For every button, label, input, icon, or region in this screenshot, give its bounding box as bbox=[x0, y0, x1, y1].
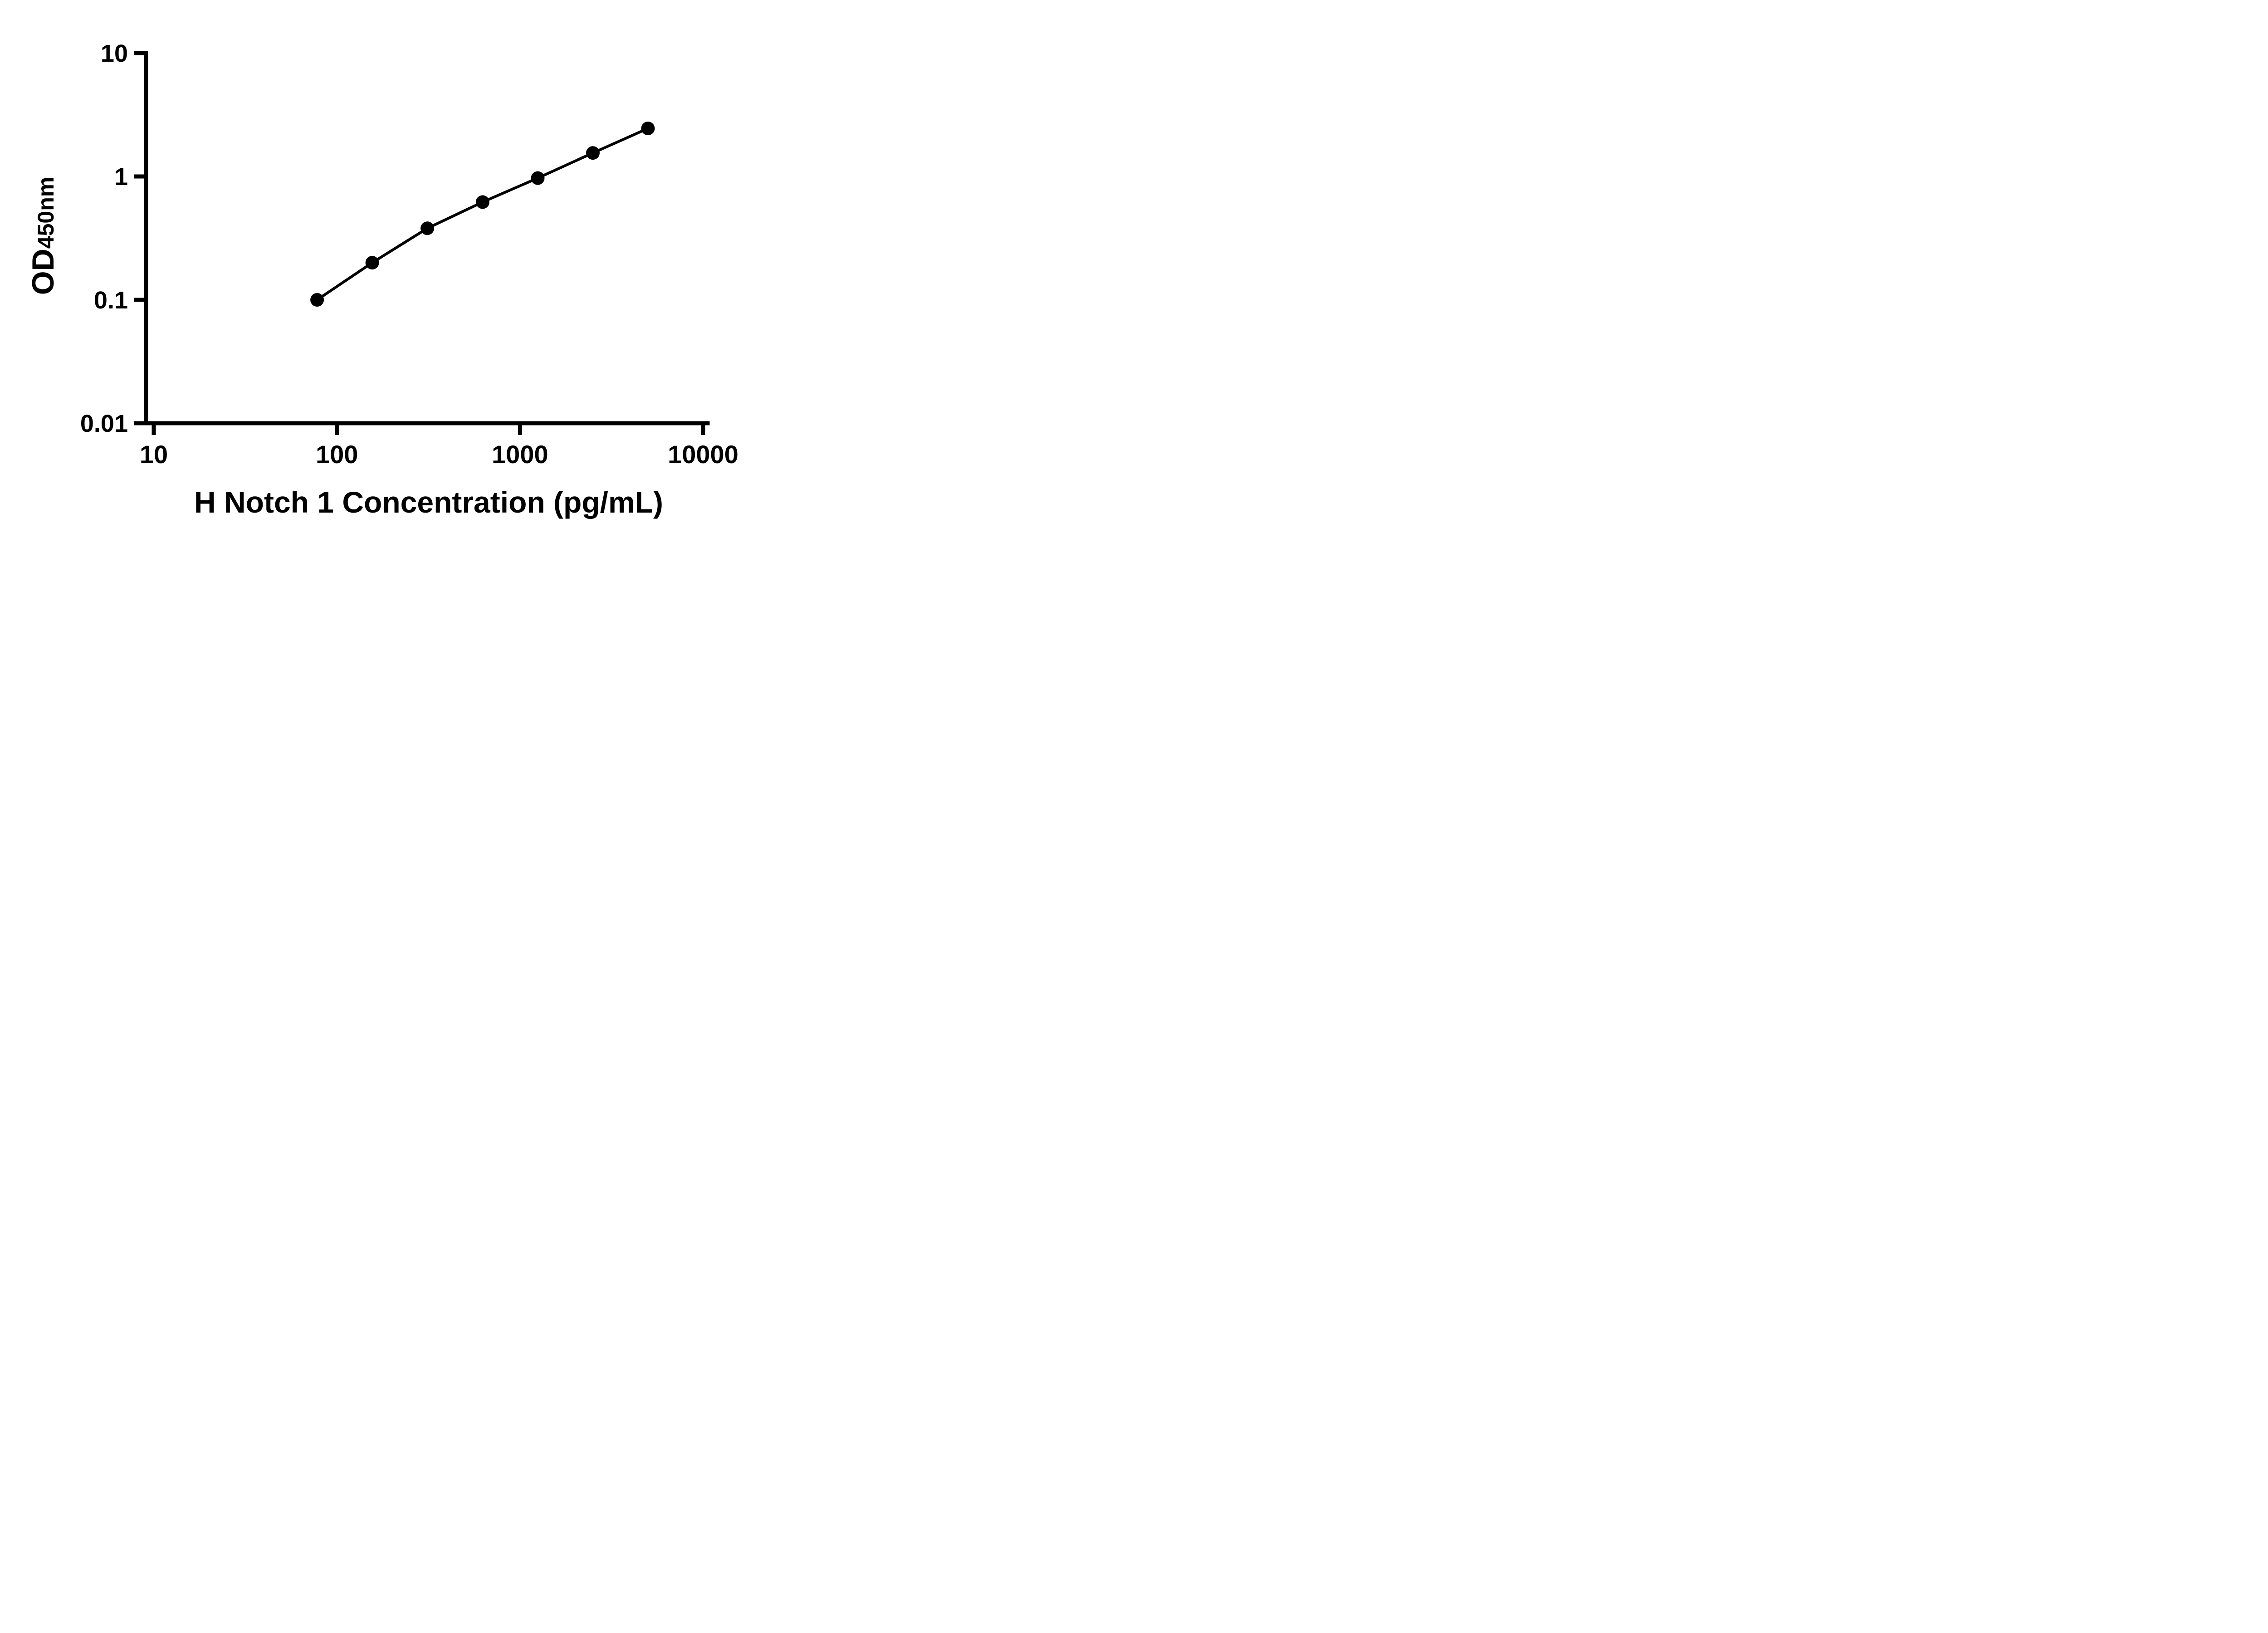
elisa-standard-curve-figure: 0.01 0.1 1 10 10 100 1000 10000 H Notch 1 Conce… bbox=[0, 0, 776, 544]
y-tick-label: 0.01 bbox=[80, 410, 128, 437]
plot-area: 0.01 0.1 1 10 10 100 1000 10000 bbox=[80, 40, 738, 469]
y-tick-label: 10 bbox=[101, 40, 128, 67]
x-tick-label: 1000 bbox=[492, 440, 548, 469]
standard-curve-plot: 0.01 0.1 1 10 10 100 1000 10000 H Notch 1 Conce… bbox=[26, 40, 738, 519]
x-tick-label: 10 bbox=[140, 440, 168, 469]
data-point bbox=[475, 195, 489, 209]
x-axis-title: H Notch 1 Concentration (pg/mL) bbox=[194, 485, 663, 519]
y-tick-label: 1 bbox=[114, 163, 128, 191]
data-point bbox=[420, 221, 435, 235]
data-point bbox=[531, 171, 545, 185]
y-axis-title: OD450nm bbox=[26, 177, 60, 295]
data-point bbox=[310, 293, 324, 307]
x-tick-label: 100 bbox=[316, 440, 358, 469]
data-point bbox=[586, 146, 600, 160]
data-point bbox=[641, 122, 655, 136]
y-tick-label: 0.1 bbox=[94, 287, 128, 314]
y-axis-title-main: OD bbox=[26, 249, 60, 295]
data-point bbox=[365, 256, 379, 270]
x-tick-label: 10000 bbox=[668, 440, 738, 469]
y-axis-title-subscript: 450nm bbox=[33, 177, 59, 249]
